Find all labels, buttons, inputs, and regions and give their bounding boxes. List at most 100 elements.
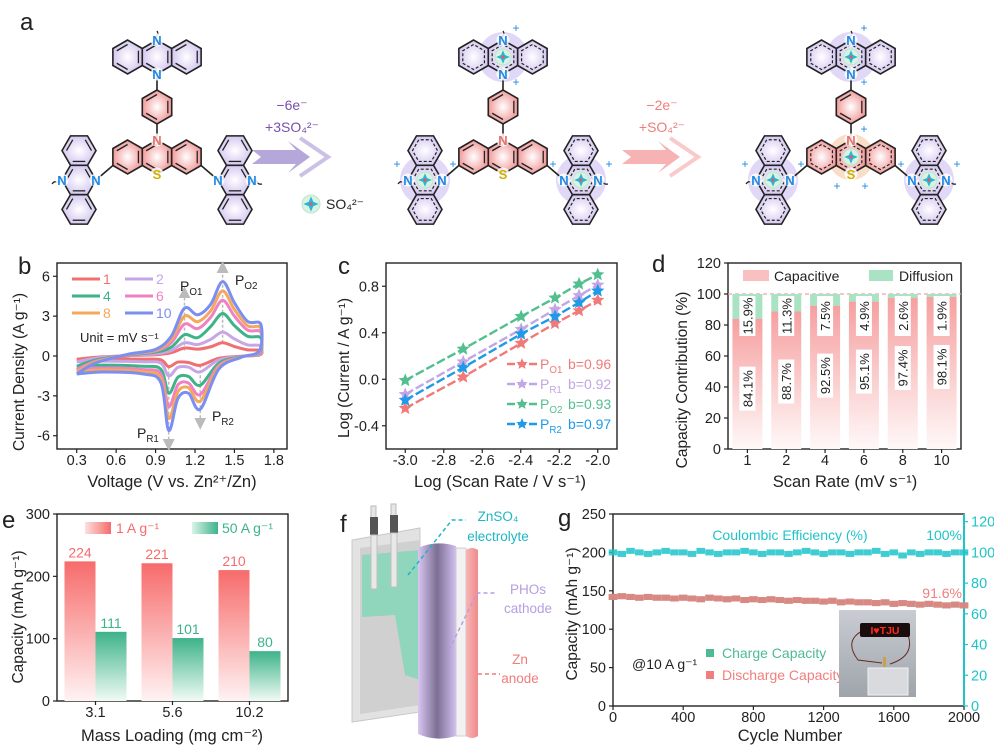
label-background: [778, 359, 795, 404]
legend-label: 4: [103, 288, 111, 304]
data-marker-discharge-capacity: [889, 600, 899, 607]
data-marker-coulombic-efficiency-: [678, 549, 688, 556]
cathode-label: cathode: [504, 601, 552, 616]
legend-star-icon: [516, 378, 528, 389]
delocalized-bond: [810, 143, 834, 171]
data-point-star: [591, 293, 605, 306]
x-tick-label: -2.0: [585, 453, 610, 469]
data-marker-discharge-capacity: [950, 601, 960, 608]
diffusion-value-label: 15.9%: [740, 297, 755, 334]
legend-star-icon: [516, 418, 528, 429]
atom-N: N: [498, 67, 507, 82]
y-tick-label: 50: [590, 661, 606, 677]
arrow-chevron: [668, 136, 702, 178]
data-marker-discharge-capacity: [722, 596, 732, 603]
data-marker-discharge-capacity: [617, 593, 627, 600]
separator-layer: [455, 547, 467, 737]
data-point-star: [456, 342, 470, 355]
y-axis-label: Capacity (mAh g⁻¹): [564, 547, 581, 680]
data-marker-coulombic-efficiency-: [810, 549, 820, 556]
x-axis-label: Scan Rate (mV s⁻¹): [773, 473, 917, 491]
legend-label: Capacitive: [774, 268, 840, 284]
b-value-label: b=0.92: [568, 376, 611, 392]
atom-N: N: [846, 33, 855, 48]
data-marker-coulombic-efficiency-: [915, 550, 925, 557]
bar-value-label: 80: [257, 634, 273, 650]
data-point-star: [398, 373, 412, 387]
data-marker-coulombic-efficiency-: [933, 549, 942, 556]
y-tick-label: 60: [705, 349, 721, 365]
data-marker-discharge-capacity: [907, 600, 916, 607]
positive-charge: +: [861, 179, 868, 193]
data-marker-coulombic-efficiency-: [766, 549, 776, 556]
legend-label-main: P: [540, 416, 549, 432]
data-marker-coulombic-efficiency-: [696, 547, 706, 554]
x-tick-label: 6: [860, 453, 868, 469]
cathode-leader-line: [448, 592, 497, 651]
double-bond: [116, 162, 128, 171]
label-background: [894, 346, 911, 391]
electrolyte-leader-line: [407, 519, 466, 576]
x-tick-label: 1: [743, 453, 751, 469]
data-marker-discharge-capacity: [784, 597, 793, 604]
delocalized-bond: [915, 139, 943, 163]
x-tick-label: 0.9: [145, 453, 165, 469]
data-marker-discharge-capacity: [801, 597, 811, 604]
peak-label-R2: PR2: [212, 408, 234, 428]
data-marker-coulombic-efficiency-: [898, 552, 907, 559]
current-collector: [390, 532, 398, 588]
atom-background: [150, 33, 164, 47]
atom-background: [55, 173, 69, 187]
bar-1-A-g: [64, 561, 96, 701]
led-display-text: I♥TJU: [871, 625, 900, 637]
capacitive-value-label: 98.1%: [935, 348, 950, 385]
atom-background: [150, 133, 164, 147]
legend-label-sub: R1: [549, 385, 562, 396]
atom-background: [905, 173, 919, 187]
positive-charge: +: [449, 157, 456, 171]
bar-1-A-g: [141, 563, 173, 701]
peak-label-O2-sub: O2: [244, 281, 257, 292]
data-marker-coulombic-efficiency-: [959, 549, 969, 556]
peak-label-O1-main: P: [180, 278, 189, 294]
delocalized-bond: [759, 197, 787, 221]
data-marker-discharge-capacity: [766, 596, 776, 603]
capacitive-value-label: 95.1%: [857, 353, 872, 390]
atom-N: N: [213, 173, 222, 188]
legend-star-icon: [516, 398, 528, 409]
ce-annotation: Coulombic Efficiency (%): [712, 527, 867, 543]
data-point-star: [398, 393, 412, 406]
label-background: [778, 296, 795, 336]
data-point-star: [548, 309, 562, 323]
data-marker-discharge-capacity: [714, 595, 723, 602]
delocalized-bond: [759, 139, 787, 163]
double-bond: [175, 43, 187, 52]
y-tick-label: 6: [42, 269, 50, 285]
data-marker-coulombic-efficiency-: [722, 549, 732, 556]
positive-charge: +: [833, 179, 840, 193]
peak-label-R2-sub: R2: [221, 417, 234, 428]
y-tick-label: 100: [971, 545, 994, 561]
anode-layer: [466, 548, 478, 738]
atom-background: [496, 67, 510, 81]
double-bond: [175, 143, 187, 152]
data-marker-coulombic-efficiency-: [714, 550, 723, 557]
terminal-seal: [390, 515, 398, 533]
data-marker-discharge-capacity: [635, 594, 644, 601]
data-marker-coulombic-efficiency-: [617, 550, 627, 557]
x-tick-label: 800: [741, 710, 765, 726]
cathode-layer: [418, 543, 456, 739]
legend-label: PR2: [540, 416, 562, 436]
anion-legend-label: SO₄²⁻: [326, 196, 364, 212]
atom-N: N: [785, 173, 794, 188]
double-bond: [491, 93, 504, 102]
bar-1-A-g: [218, 570, 250, 701]
data-marker-discharge-capacity: [705, 594, 714, 601]
legend-label-main: P: [540, 356, 549, 372]
legend-label-sub: O1: [549, 365, 562, 376]
y-tick-label: 100: [582, 622, 606, 638]
y-tick-label: -6: [37, 429, 50, 445]
data-marker-coulombic-efficiency-: [819, 550, 828, 557]
